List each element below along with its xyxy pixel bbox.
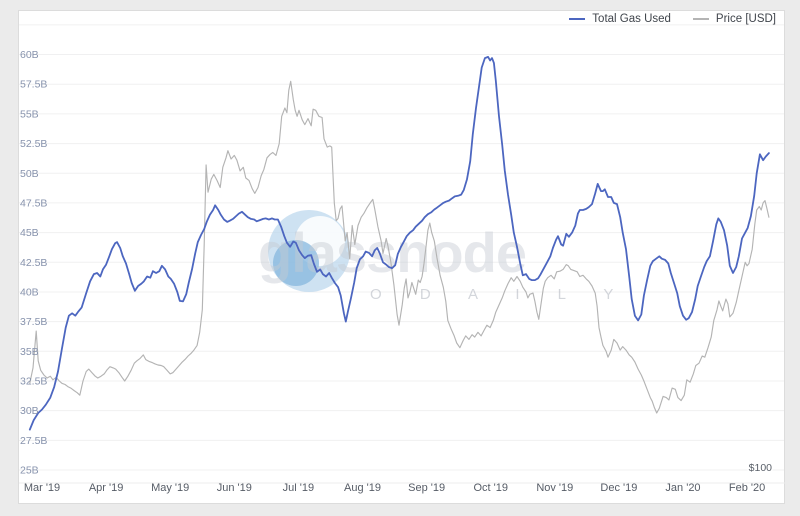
x-axis-tick-label: Mar '19 [24,482,60,494]
x-axis-tick-label: Oct '19 [473,482,508,494]
x-axis-tick-label: Jul '19 [283,482,314,494]
y-axis-tick-label: 40B [20,286,39,298]
legend-item-price-usd[interactable]: Price [USD] [692,13,776,25]
y-axis-tick-label: 55B [20,108,39,120]
chart-legend: Total Gas Used Price [USD] [569,11,776,27]
y-axis-tick-label: 25B [20,465,39,477]
x-axis-tick-label: Sep '19 [408,482,445,494]
x-axis-tick-label: Feb '20 [729,482,765,494]
legend-label-price-usd: Price [USD] [715,13,776,25]
x-axis-tick-label: Nov '19 [536,482,573,494]
series-line-total-gas-used[interactable] [28,56,770,431]
x-axis-tick-label: Jan '20 [665,482,700,494]
legend-marker-price-usd [692,18,709,20]
y-axis-labels: 25B 27.5B 30B 32.5B 35B 37.5B 40B 42.5B 45B 47.5B… [20,49,47,476]
y-axis-tick-label: 30B [20,405,39,417]
y-axis-tick-label: 47.5B [20,197,47,209]
watermark-overlay-text: O D A I L Y [370,286,630,303]
y-axis-tick-label: 27.5B [20,435,47,447]
legend-label-total-gas-used: Total Gas Used [592,13,671,25]
x-axis-tick-label: Apr '19 [89,482,124,494]
chart-series [28,56,770,431]
series-line-price-usd-[interactable] [29,80,770,414]
y-axis-tick-label: 35B [20,346,39,358]
grid-lines [19,24,784,471]
legend-item-total-gas-used[interactable]: Total Gas Used [569,13,671,25]
y-axis-tick-label: 60B [20,49,39,61]
x-axis-labels: Mar '19 Apr '19 May '19 Jun '19 Jul '19 Aug '… [24,482,765,494]
x-axis-tick-label: May '19 [151,482,189,494]
y-axis-tick-label: 37.5B [20,316,47,328]
x-axis-tick-label: Aug '19 [344,482,381,494]
y-axis-tick-label: 57.5B [20,79,47,91]
y-axis-tick-label: 45B [20,227,39,239]
y-axis-tick-label: 42.5B [20,257,47,269]
x-axis-tick-label: Jun '19 [217,482,252,494]
glassnode-logo-wave [273,240,319,286]
x-axis-tick-label: Dec '19 [600,482,637,494]
right-axis-price-label: $100 [749,462,773,474]
y-axis-tick-label: 52.5B [20,138,47,150]
y-axis-tick-label: 50B [20,168,39,180]
y-axis-tick-label: 32.5B [20,375,47,387]
legend-marker-total-gas-used [569,18,586,20]
